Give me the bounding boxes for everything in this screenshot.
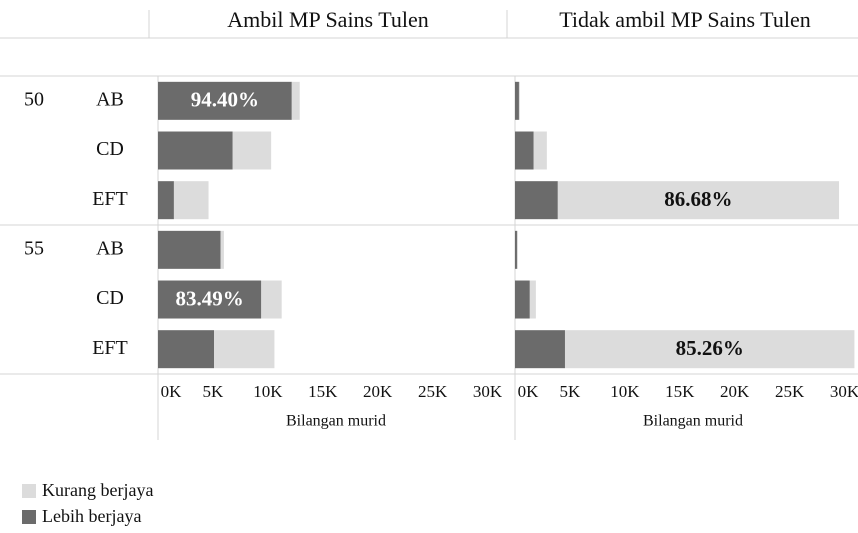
category-label: AB — [96, 237, 124, 259]
bar-segment — [515, 280, 530, 319]
x-tick-label: 15K — [308, 382, 338, 401]
group-label: 55 — [24, 237, 44, 259]
legend-swatch — [22, 510, 36, 524]
panel-title: Tidak ambil MP Sains Tulen — [559, 7, 810, 32]
group-label: 50 — [24, 88, 44, 110]
x-tick-label: 10K — [610, 382, 640, 401]
x-tick-label: 20K — [720, 382, 750, 401]
x-tick-label: 20K — [363, 382, 393, 401]
bar-segment — [515, 131, 534, 170]
bar-segment — [220, 230, 224, 269]
bar-segment — [158, 131, 233, 170]
bar-segment — [158, 181, 174, 220]
x-axis-label: Bilangan murid — [286, 413, 386, 430]
bar-segment — [529, 280, 536, 319]
bar-segment — [533, 131, 547, 170]
bar-segment — [515, 181, 558, 220]
x-tick-label: 10K — [253, 382, 283, 401]
category-label: EFT — [92, 337, 128, 359]
legend-label: Lebih berjaya — [42, 506, 141, 526]
bar-annotation: 83.49% — [176, 286, 244, 310]
bar-segment — [173, 181, 209, 220]
bar-segment — [158, 81, 292, 120]
bar-segment — [516, 230, 518, 269]
bar-segment — [515, 330, 565, 369]
category-label: EFT — [92, 188, 128, 210]
x-tick-label: 0K — [161, 382, 183, 401]
x-tick-label: 30K — [830, 382, 858, 401]
bar-segment — [515, 230, 517, 269]
x-tick-label: 25K — [418, 382, 448, 401]
bar-segment — [214, 330, 275, 369]
category-label: AB — [96, 88, 124, 110]
bar-segment — [232, 131, 272, 170]
bar-annotation: 86.68% — [664, 187, 732, 211]
bar-segment — [564, 330, 855, 369]
bar-segment — [557, 181, 840, 220]
bar-segment — [261, 280, 282, 319]
category-label: CD — [96, 138, 124, 160]
x-tick-label: 5K — [203, 382, 225, 401]
x-tick-label: 30K — [473, 382, 503, 401]
x-tick-label: 15K — [665, 382, 695, 401]
x-tick-label: 0K — [518, 382, 540, 401]
legend-swatch — [22, 484, 36, 498]
bar-annotation: 94.40% — [191, 88, 259, 112]
category-label: CD — [96, 287, 124, 309]
x-tick-label: 5K — [560, 382, 582, 401]
bar-annotation: 85.26% — [676, 336, 744, 360]
x-axis-label: Bilangan murid — [643, 413, 743, 430]
bar-segment — [158, 330, 215, 369]
bar-segment — [158, 230, 221, 269]
x-tick-label: 25K — [775, 382, 805, 401]
legend-label: Kurang berjaya — [42, 480, 153, 500]
bar-segment — [518, 81, 520, 120]
bar-segment — [515, 81, 519, 120]
panel-title: Ambil MP Sains Tulen — [227, 7, 429, 32]
bar-segment — [291, 81, 300, 120]
bar-segment — [158, 280, 262, 319]
